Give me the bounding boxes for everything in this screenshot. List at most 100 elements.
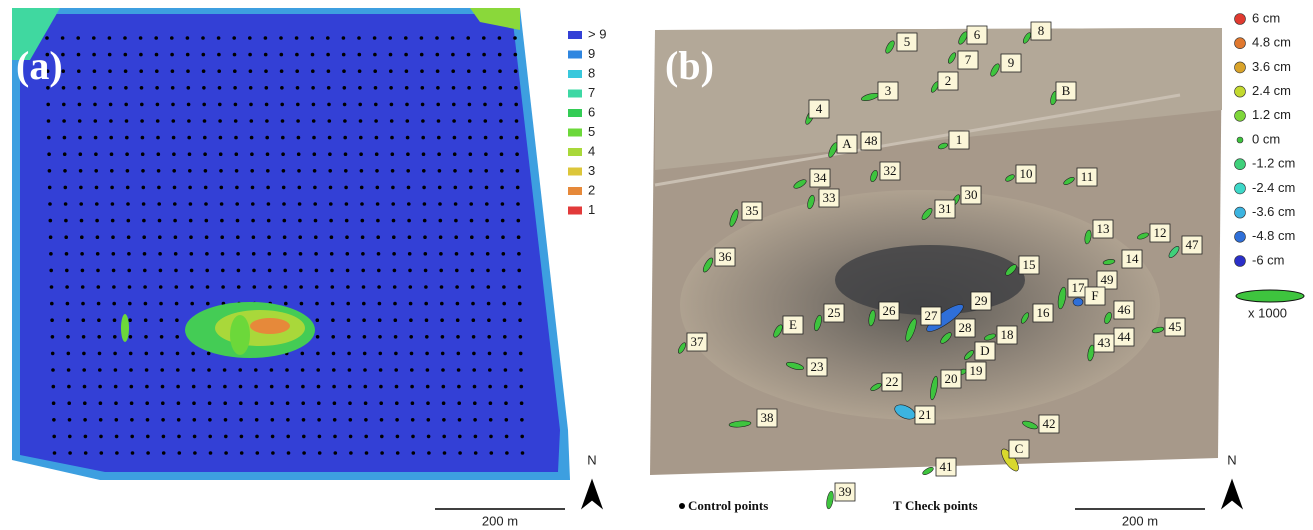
control-point	[145, 401, 149, 405]
control-point	[362, 302, 366, 306]
control-point	[173, 202, 177, 206]
point-label: 19	[970, 363, 983, 378]
legend-symbol	[1237, 137, 1243, 143]
control-point	[220, 186, 224, 190]
control-point	[254, 385, 258, 389]
control-point	[178, 451, 182, 455]
control-point	[217, 53, 221, 57]
legend-swatch	[568, 148, 582, 156]
control-point	[345, 202, 349, 206]
control-point	[394, 368, 398, 372]
control-point	[79, 169, 83, 173]
control-point	[51, 368, 55, 372]
control-point	[253, 285, 257, 289]
control-point	[280, 53, 284, 57]
control-point	[208, 401, 212, 405]
control-point	[358, 69, 362, 73]
control-point	[376, 186, 380, 190]
control-point	[250, 169, 254, 173]
control-point	[365, 451, 369, 455]
point-label: 25	[828, 305, 841, 320]
control-point	[176, 385, 180, 389]
point-label: 47	[1186, 237, 1200, 252]
control-point	[113, 318, 117, 322]
control-point	[364, 418, 368, 422]
control-point	[489, 435, 493, 439]
point-label: 29	[975, 293, 988, 308]
control-point	[439, 235, 443, 239]
point-label: 26	[883, 303, 897, 318]
control-point	[472, 318, 476, 322]
control-point	[473, 418, 477, 422]
control-point	[377, 285, 381, 289]
control-point	[467, 69, 471, 73]
control-point	[51, 335, 55, 339]
control-point	[271, 435, 275, 439]
control-point	[206, 302, 210, 306]
control-point	[282, 186, 286, 190]
control-point	[346, 269, 350, 273]
control-point	[92, 36, 96, 40]
control-point	[474, 451, 478, 455]
control-point	[374, 103, 378, 107]
control-point	[127, 235, 131, 239]
control-point	[202, 69, 206, 73]
control-point	[93, 86, 97, 90]
control-point	[146, 435, 150, 439]
control-point	[52, 401, 56, 405]
control-point	[175, 335, 179, 339]
control-point	[220, 219, 224, 223]
point-label: 31	[939, 201, 952, 216]
control-point	[49, 219, 53, 223]
control-point	[158, 235, 162, 239]
control-point	[427, 435, 431, 439]
control-point	[421, 103, 425, 107]
control-point	[315, 285, 319, 289]
control-point	[77, 69, 81, 73]
control-point	[470, 235, 474, 239]
control-point	[189, 219, 193, 223]
control-point	[92, 53, 96, 57]
control-point	[108, 53, 112, 57]
control-point	[67, 385, 71, 389]
control-point	[436, 53, 440, 57]
point-label: 9	[1008, 55, 1015, 70]
control-point	[190, 285, 194, 289]
control-point	[505, 451, 509, 455]
control-point	[48, 169, 52, 173]
control-point	[224, 451, 228, 455]
control-point	[204, 169, 208, 173]
control-point	[124, 86, 128, 90]
control-point	[313, 169, 317, 173]
control-point	[159, 302, 163, 306]
control-point	[201, 36, 205, 40]
control-point	[124, 69, 128, 73]
control-point	[375, 169, 379, 173]
control-point	[410, 352, 414, 356]
control-point	[330, 269, 334, 273]
control-point	[455, 252, 459, 256]
control-point	[378, 318, 382, 322]
control-point	[471, 285, 475, 289]
control-point	[316, 335, 320, 339]
control-point	[144, 302, 148, 306]
control-point	[63, 152, 67, 156]
legend-symbol	[1235, 256, 1246, 267]
control-point	[487, 335, 491, 339]
control-point	[378, 302, 382, 306]
control-point	[405, 86, 409, 90]
control-point	[396, 435, 400, 439]
legend-swatch	[568, 51, 582, 59]
control-point	[488, 352, 492, 356]
control-point	[437, 119, 441, 123]
point-label: 27	[925, 308, 939, 323]
control-point	[84, 451, 88, 455]
legend-label: 6	[588, 104, 595, 119]
control-point	[157, 169, 161, 173]
control-point	[396, 451, 400, 455]
legend-swatch	[568, 207, 582, 215]
control-point	[361, 252, 365, 256]
point-label: 41	[940, 459, 953, 474]
control-point	[504, 401, 508, 405]
control-point	[375, 152, 379, 156]
